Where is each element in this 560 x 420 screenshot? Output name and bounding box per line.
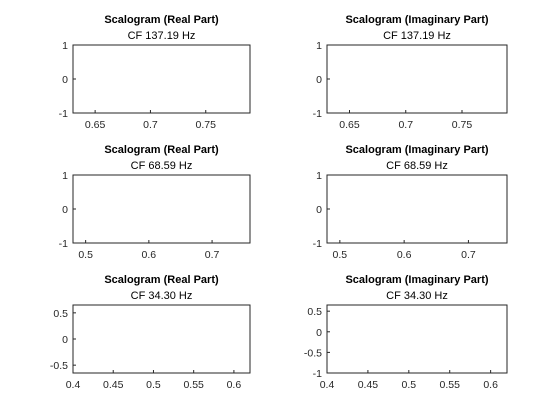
subplot-subtitle: CF 34.30 Hz xyxy=(386,290,448,302)
y-tick-label: -1 xyxy=(313,108,322,120)
x-tick-label: 0.45 xyxy=(358,379,379,391)
subplot-6: 0.4 0.45 0.5 0.55 0.6 -1 -0.5 0 0.5 Scalogram (Im… xyxy=(304,274,508,391)
y-tick-label: 0.5 xyxy=(53,308,68,320)
x-tick-label: 0.65 xyxy=(339,119,360,131)
y-tick-label: 0.5 xyxy=(307,306,322,318)
y-tick-label: -1 xyxy=(59,238,68,250)
y-tick-label: 0 xyxy=(316,327,322,339)
x-tick-label: 0.7 xyxy=(461,249,476,261)
subplot-title: Scalogram (Real Part) xyxy=(104,144,219,156)
y-tick-label: 1 xyxy=(62,40,68,52)
subplot-subtitle: CF 137.19 Hz xyxy=(128,30,196,42)
x-tick-label: 0.75 xyxy=(452,119,473,131)
axes-box xyxy=(72,44,251,114)
x-tick-label: 0.55 xyxy=(440,379,461,391)
x-tick-label: 0.4 xyxy=(320,379,335,391)
subplot-subtitle: CF 34.30 Hz xyxy=(131,290,193,302)
subplot-1: 0.65 0.7 0.75 -1 0 1 Scalogram (Real Part) CF 1… xyxy=(59,14,251,131)
axes-box xyxy=(72,304,251,374)
x-tick-label: 0.5 xyxy=(333,249,348,261)
subplot-subtitle: CF 68.59 Hz xyxy=(131,160,193,172)
subplot-title: Scalogram (Imaginary Part) xyxy=(345,144,488,156)
y-tick-label: 0 xyxy=(62,334,68,346)
y-tick-label: -1 xyxy=(59,108,68,120)
x-tick-label: 0.55 xyxy=(183,379,204,391)
x-tick-label: 0.6 xyxy=(397,249,412,261)
x-tick-label: 0.65 xyxy=(85,119,106,131)
subplot-4: 0.5 0.6 0.7 -1 0 1 Scalogram (Imaginary Part) C… xyxy=(313,144,508,261)
axes-box xyxy=(72,174,251,244)
subplot-5: 0.4 0.45 0.5 0.55 0.6 -0.5 0 0.5 Scalogram (Real… xyxy=(50,274,251,391)
x-tick-label: 0.4 xyxy=(66,379,81,391)
x-tick-label: 0.5 xyxy=(78,249,93,261)
subplot-title: Scalogram (Real Part) xyxy=(104,274,219,286)
x-tick-label: 0.45 xyxy=(103,379,124,391)
y-tick-label: -0.5 xyxy=(304,347,322,359)
axes-box xyxy=(326,44,508,114)
subplot-subtitle: CF 68.59 Hz xyxy=(386,160,448,172)
x-tick-label: 0.6 xyxy=(227,379,242,391)
y-tick-label: -1 xyxy=(313,368,322,380)
x-tick-label: 0.5 xyxy=(146,379,161,391)
subplot-subtitle: CF 137.19 Hz xyxy=(383,30,451,42)
x-tick-label: 0.5 xyxy=(402,379,417,391)
x-tick-label: 0.7 xyxy=(205,249,220,261)
subplot-2: 0.65 0.7 0.75 -1 0 1 Scalogram (Imaginary Part… xyxy=(313,14,508,131)
x-tick-label: 0.75 xyxy=(196,119,217,131)
y-tick-label: 1 xyxy=(316,40,322,52)
x-tick-label: 0.7 xyxy=(143,119,158,131)
y-tick-label: -0.5 xyxy=(50,360,68,372)
subplot-title: Scalogram (Imaginary Part) xyxy=(345,274,488,286)
y-tick-label: 1 xyxy=(62,170,68,182)
y-tick-label: 0 xyxy=(62,74,68,86)
subplot-3: 0.5 0.6 0.7 -1 0 1 Scalogram (Real Part) CF 68.… xyxy=(59,144,251,261)
y-tick-label: -1 xyxy=(313,238,322,250)
axes-box xyxy=(326,304,508,374)
y-tick-label: 1 xyxy=(316,170,322,182)
y-tick-label: 0 xyxy=(62,204,68,216)
x-tick-label: 0.6 xyxy=(483,379,498,391)
x-tick-label: 0.7 xyxy=(398,119,413,131)
axes-box xyxy=(326,174,508,244)
y-tick-label: 0 xyxy=(316,204,322,216)
x-tick-label: 0.6 xyxy=(142,249,157,261)
y-tick-label: 0 xyxy=(316,74,322,86)
subplot-title: Scalogram (Real Part) xyxy=(104,14,219,26)
subplot-title: Scalogram (Imaginary Part) xyxy=(345,14,488,26)
